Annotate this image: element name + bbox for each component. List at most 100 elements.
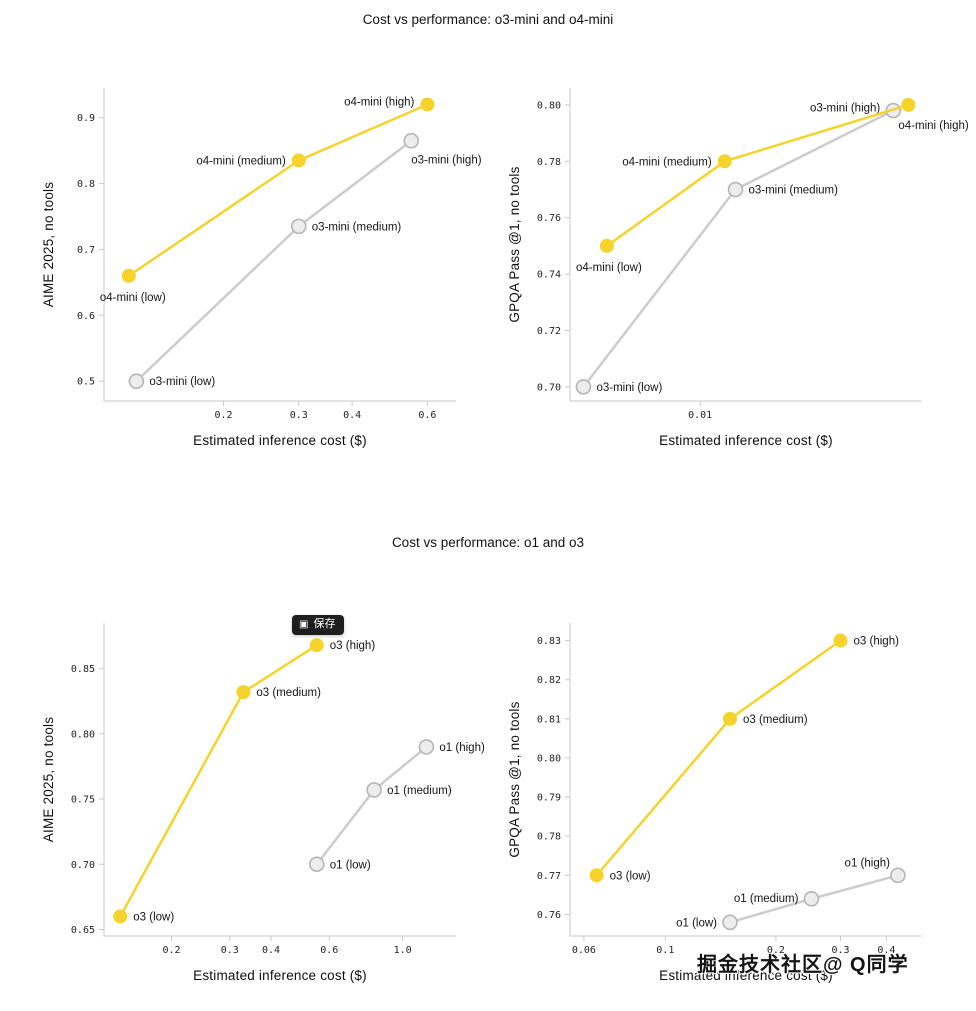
data-point (599, 238, 614, 253)
y-tick-label: 0.78 (537, 157, 561, 168)
point-label: o3-mini (high) (810, 103, 880, 115)
series-line-o3 (595, 639, 842, 877)
point-label: o3-mini (medium) (748, 185, 838, 197)
y-tick-label: 0.75 (71, 795, 95, 806)
data-point (366, 782, 382, 798)
data-point (803, 891, 820, 907)
y-tick-label: 0.82 (537, 675, 561, 686)
watermark: 掘金技术社区@ Q同学 (697, 954, 909, 976)
axis-spines (103, 623, 456, 937)
x-tick-label: 0.01 (688, 410, 712, 421)
y-tick-label: 0.83 (537, 636, 561, 647)
y-tick-label: 0.8 (77, 179, 95, 190)
y-tick-label: 0.77 (537, 871, 561, 882)
data-point (722, 914, 738, 931)
chart-aime-mini-plot: 0.2 0.3 0.4 0.6 0.9 0.8 0.7 0.6 0.5 AIME 2025, no… (41, 88, 482, 448)
chart-row-bottom: 0.2 0.3 0.4 0.6 1.0 0.85 0.80 0.75 0.70 0.65 AIME … (0, 607, 976, 992)
chart-gpqa-mini-plot: 0.01 0.80 0.78 0.76 0.74 0.72 0.70 GPQA Pass @1… (507, 88, 969, 448)
data-point (420, 97, 435, 112)
x-axis-label: Estimated inference cost ($) (659, 968, 833, 983)
point-label: o3-mini (low) (596, 382, 662, 394)
point-label: o1 (medium) (734, 893, 799, 905)
x-tick-label: 0.6 (418, 410, 436, 421)
y-tick-label: 0.7 (77, 245, 95, 256)
data-point (113, 909, 128, 924)
axis-spines (569, 88, 922, 402)
save-icon: ▣ (299, 618, 309, 630)
axis-spines (569, 623, 922, 937)
x-axis-label: Estimated inference cost ($) (659, 433, 833, 448)
y-tick-label: 0.79 (537, 793, 561, 804)
data-point (291, 153, 306, 168)
chart-aime-mini: 0.2 0.3 0.4 0.6 0.9 0.8 0.7 0.6 0.5 AIME 2025, no… (40, 72, 482, 457)
x-tick-label: 1.0 (394, 945, 412, 956)
x-tick-label: 0.06 (572, 945, 596, 956)
y-tick-label: 0.80 (537, 753, 561, 764)
point-label: o3-mini (medium) (312, 221, 402, 233)
data-point (121, 268, 136, 283)
y-tick-label: 0.76 (537, 910, 561, 921)
y-tick-label: 0.9 (77, 113, 95, 124)
y-tick-label: 0.5 (77, 377, 95, 388)
x-axis-label: Estimated inference cost ($) (193, 433, 367, 448)
point-label: o4-mini (high) (898, 120, 968, 132)
chart-group-title-top: Cost vs performance: o3-mini and o4-mini (362, 12, 614, 27)
point-label: o4-mini (high) (344, 96, 414, 108)
chart-group-title-bottom: Cost vs performance: o1 and o3 (391, 535, 585, 550)
point-label: o1 (high) (439, 742, 485, 754)
data-point (722, 711, 737, 726)
x-tick-label: 0.3 (221, 945, 239, 956)
x-tick-label: 0.3 (290, 410, 308, 421)
point-label: o1 (medium) (387, 785, 452, 797)
data-point (890, 867, 906, 884)
x-tick-label: 0.2 (767, 945, 785, 956)
point-label: o3 (low) (610, 870, 651, 882)
point-label: o4-mini (medium) (622, 156, 712, 168)
y-tick-label: 0.76 (537, 213, 561, 224)
chart-aime-o1-o3-plot: 0.2 0.3 0.4 0.6 1.0 0.85 0.80 0.75 0.70 0.65 AIME … (41, 623, 485, 983)
point-label: o3 (medium) (743, 714, 808, 726)
point-label: o4-mini (low) (100, 292, 166, 304)
point-label: o1 (low) (676, 917, 717, 929)
y-tick-label: 0.78 (537, 832, 561, 843)
save-button[interactable]: ▣ 保存 (292, 615, 345, 635)
x-tick-label: 0.1 (656, 945, 674, 956)
series-line-o4-mini (127, 103, 429, 278)
point-label: o3 (high) (330, 640, 376, 652)
series-line-o3-mini (582, 109, 895, 389)
data-point (309, 638, 324, 653)
data-point (236, 685, 251, 700)
y-tick-label: 0.74 (537, 270, 561, 281)
point-label: o3 (low) (133, 911, 174, 923)
point-label: o4-mini (medium) (196, 155, 286, 167)
y-tick-label: 0.80 (537, 100, 561, 111)
point-label: o3-mini (high) (411, 155, 481, 167)
y-tick-label: 0.6 (77, 311, 95, 322)
y-tick-label: 0.80 (71, 729, 95, 740)
y-tick-label: 0.65 (71, 925, 95, 936)
chart-gpqa-o1-o3-plot: 0.06 0.1 0.2 0.3 0.4 0.83 0.82 0.81 0.80 0.79 0.78… (507, 623, 922, 983)
data-point (308, 856, 325, 873)
point-label: o3-mini (low) (149, 376, 215, 388)
point-label: o4-mini (low) (576, 262, 642, 274)
data-point (290, 218, 307, 235)
chart-gpqa-o1-o3: 0.06 0.1 0.2 0.3 0.4 0.83 0.82 0.81 0.80 0.79 0.78… (506, 607, 936, 992)
point-label: o1 (low) (330, 859, 371, 871)
series-line-o1 (315, 745, 428, 866)
x-tick-label: 0.3 (832, 945, 850, 956)
chart-row-top: 0.2 0.3 0.4 0.6 0.9 0.8 0.7 0.6 0.5 AIME 2025, no… (0, 72, 976, 457)
point-label: o1 (high) (845, 857, 891, 869)
y-axis-label: GPQA Pass @1, no tools (507, 701, 522, 857)
data-point (575, 379, 592, 395)
y-tick-label: 0.85 (71, 664, 95, 675)
point-label: o3 (high) (854, 636, 900, 648)
chart-gpqa-mini: 0.01 0.80 0.78 0.76 0.74 0.72 0.70 GPQA Pass @1… (506, 72, 969, 457)
x-axis-label: Estimated inference cost ($) (193, 968, 367, 983)
y-tick-label: 0.70 (71, 860, 95, 871)
x-tick-label: 0.6 (320, 945, 338, 956)
data-point (901, 97, 916, 112)
x-tick-label: 0.4 (262, 945, 280, 956)
chart-aime-o1-o3: 0.2 0.3 0.4 0.6 1.0 0.85 0.80 0.75 0.70 0.65 AIME … (40, 607, 485, 992)
data-point (717, 154, 732, 169)
